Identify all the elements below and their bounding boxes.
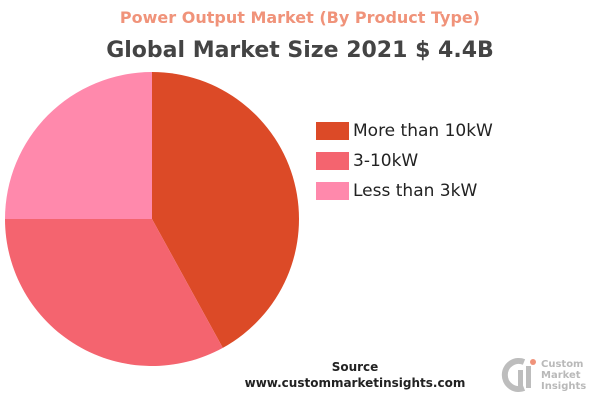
legend-swatch [316, 182, 349, 200]
legend-item-less-than-3kw: Less than 3kW [316, 176, 493, 206]
source-label: Source [331, 360, 379, 374]
pie-slice-3-10kw [5, 219, 223, 366]
logo-line: Market [541, 369, 581, 381]
chart-title: Global Market Size 2021 $ 4.4B [106, 38, 494, 63]
legend-swatch [316, 152, 349, 170]
legend-label: 3-10kW [353, 151, 419, 171]
legend-label: More than 10kW [353, 121, 493, 141]
legend-item-3-10kw: 3-10kW [316, 146, 493, 176]
pie-slice-more-than-10kw [152, 72, 299, 348]
logo-line: Custom [541, 358, 584, 370]
legend-item-more-than-10kw: More than 10kW [316, 116, 493, 146]
source-url: www.custommarketinsights.com [244, 376, 466, 390]
chart-subtitle: Power Output Market (By Product Type) [119, 8, 481, 27]
legend-swatch [316, 122, 349, 140]
logo-mark-icon [500, 356, 538, 394]
company-logo: Custom Market Insights [500, 356, 586, 394]
chart-legend: More than 10kW 3-10kW Less than 3kW [316, 116, 493, 206]
legend-label: Less than 3kW [353, 181, 478, 201]
pie-slice-less-than-3kw [5, 72, 152, 219]
source-note: Source www.custommarketinsights.com [240, 359, 470, 391]
logo-text: Custom Market Insights [541, 359, 586, 392]
logo-line: Insights [541, 380, 587, 392]
